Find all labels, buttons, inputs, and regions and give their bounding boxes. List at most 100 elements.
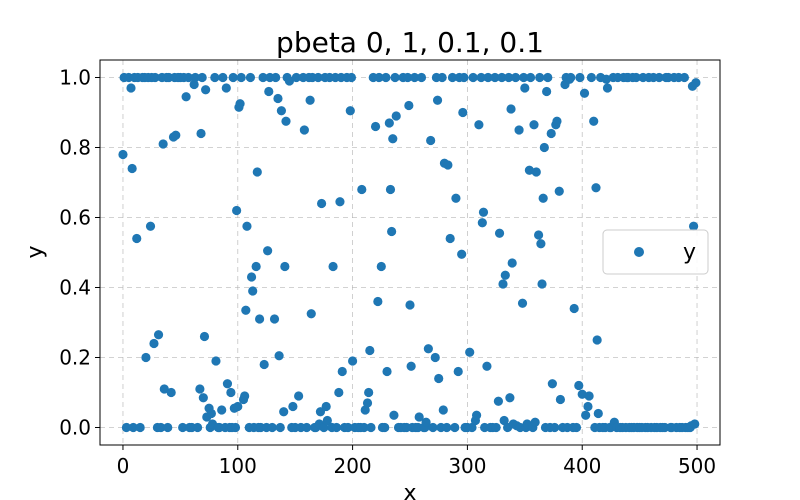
data-point [404, 100, 414, 111]
data-point [158, 139, 168, 149]
data-point [267, 422, 277, 433]
data-point [586, 72, 597, 83]
data-point [321, 401, 331, 412]
legend-box [602, 229, 709, 275]
data-point [430, 352, 440, 363]
data-point [232, 205, 242, 216]
data-point [118, 149, 128, 160]
data-point [493, 396, 504, 406]
data-point [135, 422, 145, 433]
data-point [166, 387, 176, 398]
data-point [245, 72, 256, 83]
data-point [357, 184, 367, 195]
x-tick-label: 400 [563, 454, 601, 478]
data-point [381, 72, 391, 83]
data-point [388, 134, 398, 144]
data-point [405, 300, 415, 310]
data-point [121, 422, 132, 433]
data-point [306, 309, 316, 319]
data-point [254, 314, 265, 324]
data-point [343, 422, 353, 433]
data-point [468, 72, 478, 83]
data-point [593, 408, 603, 419]
data-point [236, 72, 246, 83]
data-point [274, 351, 284, 361]
data-point [316, 198, 327, 209]
data-point [302, 422, 312, 433]
data-point [322, 415, 332, 426]
data-point [499, 415, 509, 426]
data-point [365, 345, 375, 356]
data-point [319, 422, 329, 433]
data-point [269, 314, 280, 324]
y-tick-label: 0.4 [59, 276, 91, 300]
data-point [335, 197, 345, 207]
data-point [432, 95, 443, 105]
data-points [118, 72, 701, 433]
data-point [153, 330, 164, 340]
data-point [210, 72, 220, 83]
data-point [457, 249, 467, 259]
data-point [542, 86, 552, 97]
data-point [438, 405, 448, 415]
data-point [579, 88, 590, 98]
data-point [150, 72, 160, 83]
y-axis-label: y [23, 245, 48, 258]
data-point [552, 116, 562, 126]
data-point [571, 422, 582, 433]
data-point [491, 422, 501, 433]
legend: y [602, 229, 709, 275]
y-tick-label: 0.6 [59, 206, 91, 230]
data-point [305, 95, 315, 105]
data-point [403, 72, 413, 83]
data-point [228, 72, 238, 83]
data-point [465, 347, 475, 357]
data-point [478, 207, 489, 217]
data-point [589, 116, 599, 126]
data-point [569, 303, 579, 314]
y-tick-label: 1.0 [59, 66, 91, 90]
data-point [458, 107, 468, 118]
x-tick-label: 300 [448, 454, 486, 478]
data-point [291, 72, 301, 83]
data-point [248, 286, 258, 296]
data-point [259, 359, 269, 370]
data-point [476, 72, 486, 83]
data-point [384, 118, 394, 128]
data-point [691, 78, 701, 88]
data-point [242, 221, 252, 231]
data-point [294, 391, 304, 401]
data-point [554, 186, 564, 196]
data-point [183, 72, 194, 83]
data-point [171, 130, 181, 140]
data-point [520, 83, 530, 93]
data-point [178, 422, 188, 433]
data-point [382, 366, 392, 377]
data-point [390, 72, 400, 83]
data-point [163, 422, 173, 433]
data-point [426, 135, 436, 146]
data-point [514, 125, 524, 135]
data-point [264, 86, 274, 97]
data-point [359, 422, 369, 433]
data-point [511, 72, 521, 83]
x-axis-ticks: 0 100 200 300 400 500 [117, 445, 716, 478]
data-point [211, 356, 221, 366]
data-point [555, 394, 566, 405]
y-axis-ticks: 0.0 0.2 0.4 0.6 0.8 1.0 [59, 66, 100, 440]
data-point [127, 163, 137, 174]
data-point [519, 72, 529, 83]
data-point [506, 104, 516, 114]
data-point [199, 331, 210, 342]
data-point [497, 72, 507, 83]
data-point [391, 111, 401, 121]
data-point [376, 261, 386, 272]
chart-title: pbeta 0, 1, 0.1, 0.1 [276, 26, 544, 59]
data-point [346, 72, 357, 83]
data-point [577, 389, 587, 399]
data-point [389, 410, 399, 420]
data-point [280, 261, 290, 272]
data-point [443, 160, 453, 170]
data-point [679, 72, 690, 83]
data-point [387, 226, 397, 237]
